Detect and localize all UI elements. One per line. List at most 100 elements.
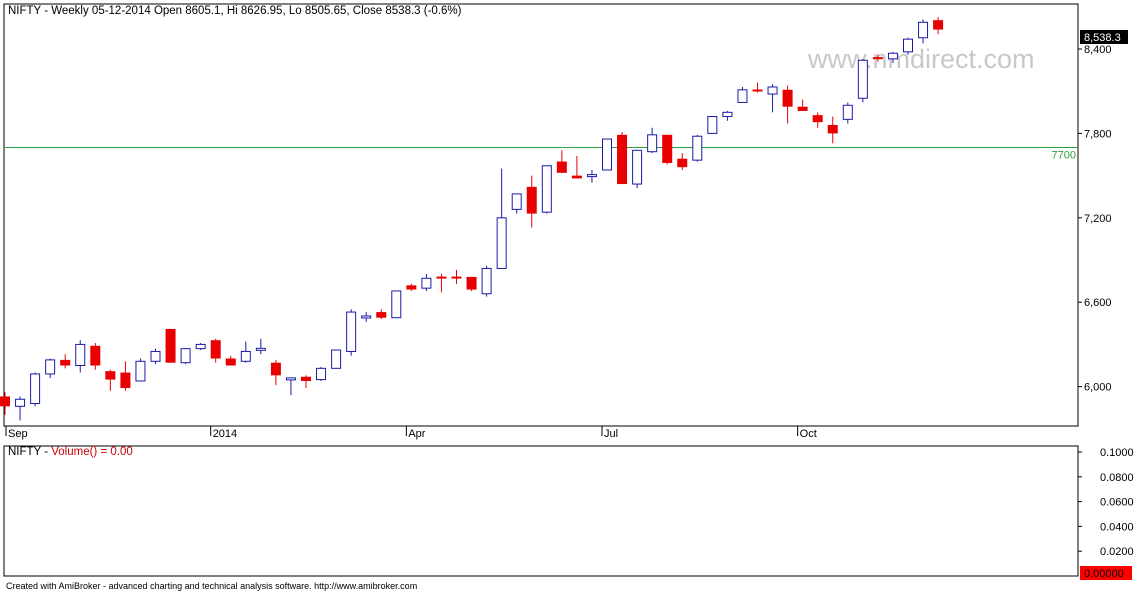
- candle-down: [376, 309, 387, 320]
- candle-body: [376, 312, 387, 318]
- candle-down: [526, 175, 537, 228]
- candle-up: [647, 127, 658, 154]
- candle-body: [707, 116, 718, 134]
- y-tick-label: 6,600: [1084, 297, 1112, 309]
- x-tick-label: Jul: [604, 428, 618, 440]
- candle-up: [602, 138, 612, 171]
- price-y-axis: 6,000 6,600 7,200 7,800 8,400: [1078, 44, 1112, 394]
- candle-body: [541, 165, 552, 213]
- candle-body: [571, 175, 582, 179]
- candle-up: [135, 358, 146, 382]
- candle-down: [571, 155, 582, 179]
- candle-body: [782, 89, 793, 107]
- candle-body: [526, 186, 537, 214]
- candle-up: [722, 110, 733, 121]
- last-price-badge: 8,538.3: [1080, 30, 1128, 44]
- candle-body: [436, 276, 447, 279]
- volume-panel-title: NIFTY - Volume() = 0.00: [8, 446, 133, 458]
- volume-panel-frame: [3, 445, 1079, 577]
- volume-last-badge-text: 0.00000: [1084, 568, 1124, 580]
- volume-last-badge-bg: [1080, 566, 1132, 580]
- candle-body: [827, 124, 838, 134]
- candle-body: [361, 315, 372, 319]
- candle-down: [662, 134, 673, 165]
- footer-credit: Created with AmiBroker - advanced charti…: [6, 581, 418, 591]
- candle-up: [586, 169, 597, 183]
- candle-up: [150, 348, 161, 365]
- candle-down: [797, 99, 808, 111]
- candle-body: [677, 158, 688, 168]
- y-tick-label: 8,400: [1084, 44, 1112, 56]
- reference-line-group: 7700: [4, 146, 1078, 161]
- volume-y-tick-label: 0.0400: [1100, 521, 1134, 533]
- volume-title-prefix: NIFTY -: [8, 446, 51, 458]
- candle-body: [752, 89, 763, 92]
- candle-body: [180, 348, 191, 364]
- candle-body: [15, 398, 26, 407]
- candle-body: [872, 57, 883, 60]
- candle-down: [782, 85, 793, 124]
- candle-body: [391, 290, 402, 319]
- candle-body: [918, 21, 929, 39]
- candle-down: [933, 17, 944, 35]
- volume-panel: NIFTY - Volume() = 0.00 0.0200 0.0400 0.06…: [3, 445, 1134, 580]
- volume-y-tick-label: 0.1000: [1100, 447, 1134, 459]
- candle-body: [90, 345, 101, 366]
- candle-up: [481, 265, 492, 297]
- candle-up: [331, 349, 342, 369]
- candle-body: [45, 359, 56, 375]
- candle-body: [481, 267, 492, 295]
- candle-down: [270, 359, 281, 386]
- candle-up: [903, 37, 913, 55]
- candle-up: [195, 343, 206, 351]
- candle-body: [602, 138, 612, 171]
- y-tick-label: 7,200: [1084, 213, 1112, 225]
- candle-up: [541, 165, 552, 214]
- candle-body: [316, 367, 327, 381]
- candle-body: [165, 328, 176, 363]
- candle-up: [15, 396, 26, 421]
- last-price-badge-text: 8,538.3: [1084, 32, 1121, 44]
- candle-body: [240, 350, 251, 362]
- candle-body: [421, 277, 432, 289]
- candle-up: [737, 86, 748, 103]
- candle-body: [105, 371, 116, 380]
- candle-up: [496, 168, 507, 269]
- volume-y-tick-label: 0.0200: [1100, 546, 1134, 558]
- candle-body: [496, 217, 507, 269]
- candle-down: [466, 276, 477, 291]
- candle-body: [75, 343, 86, 367]
- candle-up: [692, 134, 703, 162]
- candle-down: [872, 54, 883, 62]
- last-price-badge-bg: [1080, 30, 1128, 44]
- candle-body: [150, 350, 161, 362]
- candle-up: [707, 116, 718, 134]
- price-panel: www.nmdirect.com NIFTY - Weekly 05-12-20…: [0, 3, 1128, 440]
- candle-body: [210, 340, 221, 359]
- candle-down: [120, 361, 131, 391]
- candle-up: [346, 309, 357, 356]
- candle-body: [556, 161, 567, 173]
- candle-up: [767, 84, 778, 113]
- candle-body: [120, 372, 131, 389]
- x-tick-label: Apr: [408, 428, 425, 440]
- candle-up: [240, 341, 251, 363]
- candle-up: [361, 312, 372, 322]
- candle-up: [75, 340, 86, 373]
- candle-body: [586, 174, 597, 178]
- volume-y-tick-label: 0.0800: [1100, 472, 1134, 484]
- candle-down: [210, 338, 221, 363]
- candle-body: [842, 104, 853, 120]
- candle-up: [632, 149, 643, 189]
- candle-down: [827, 116, 838, 144]
- y-tick-label: 7,800: [1084, 128, 1112, 140]
- candle-body: [511, 193, 522, 210]
- candle-body: [270, 362, 281, 376]
- volume-y-axis: 0.0200 0.0400 0.0600 0.0800 0.1000: [1078, 447, 1134, 558]
- candle-down: [436, 274, 447, 293]
- candle-body: [662, 134, 673, 163]
- candle-body: [135, 360, 146, 382]
- candle-down: [301, 375, 311, 389]
- x-tick-label: Sep: [8, 428, 28, 440]
